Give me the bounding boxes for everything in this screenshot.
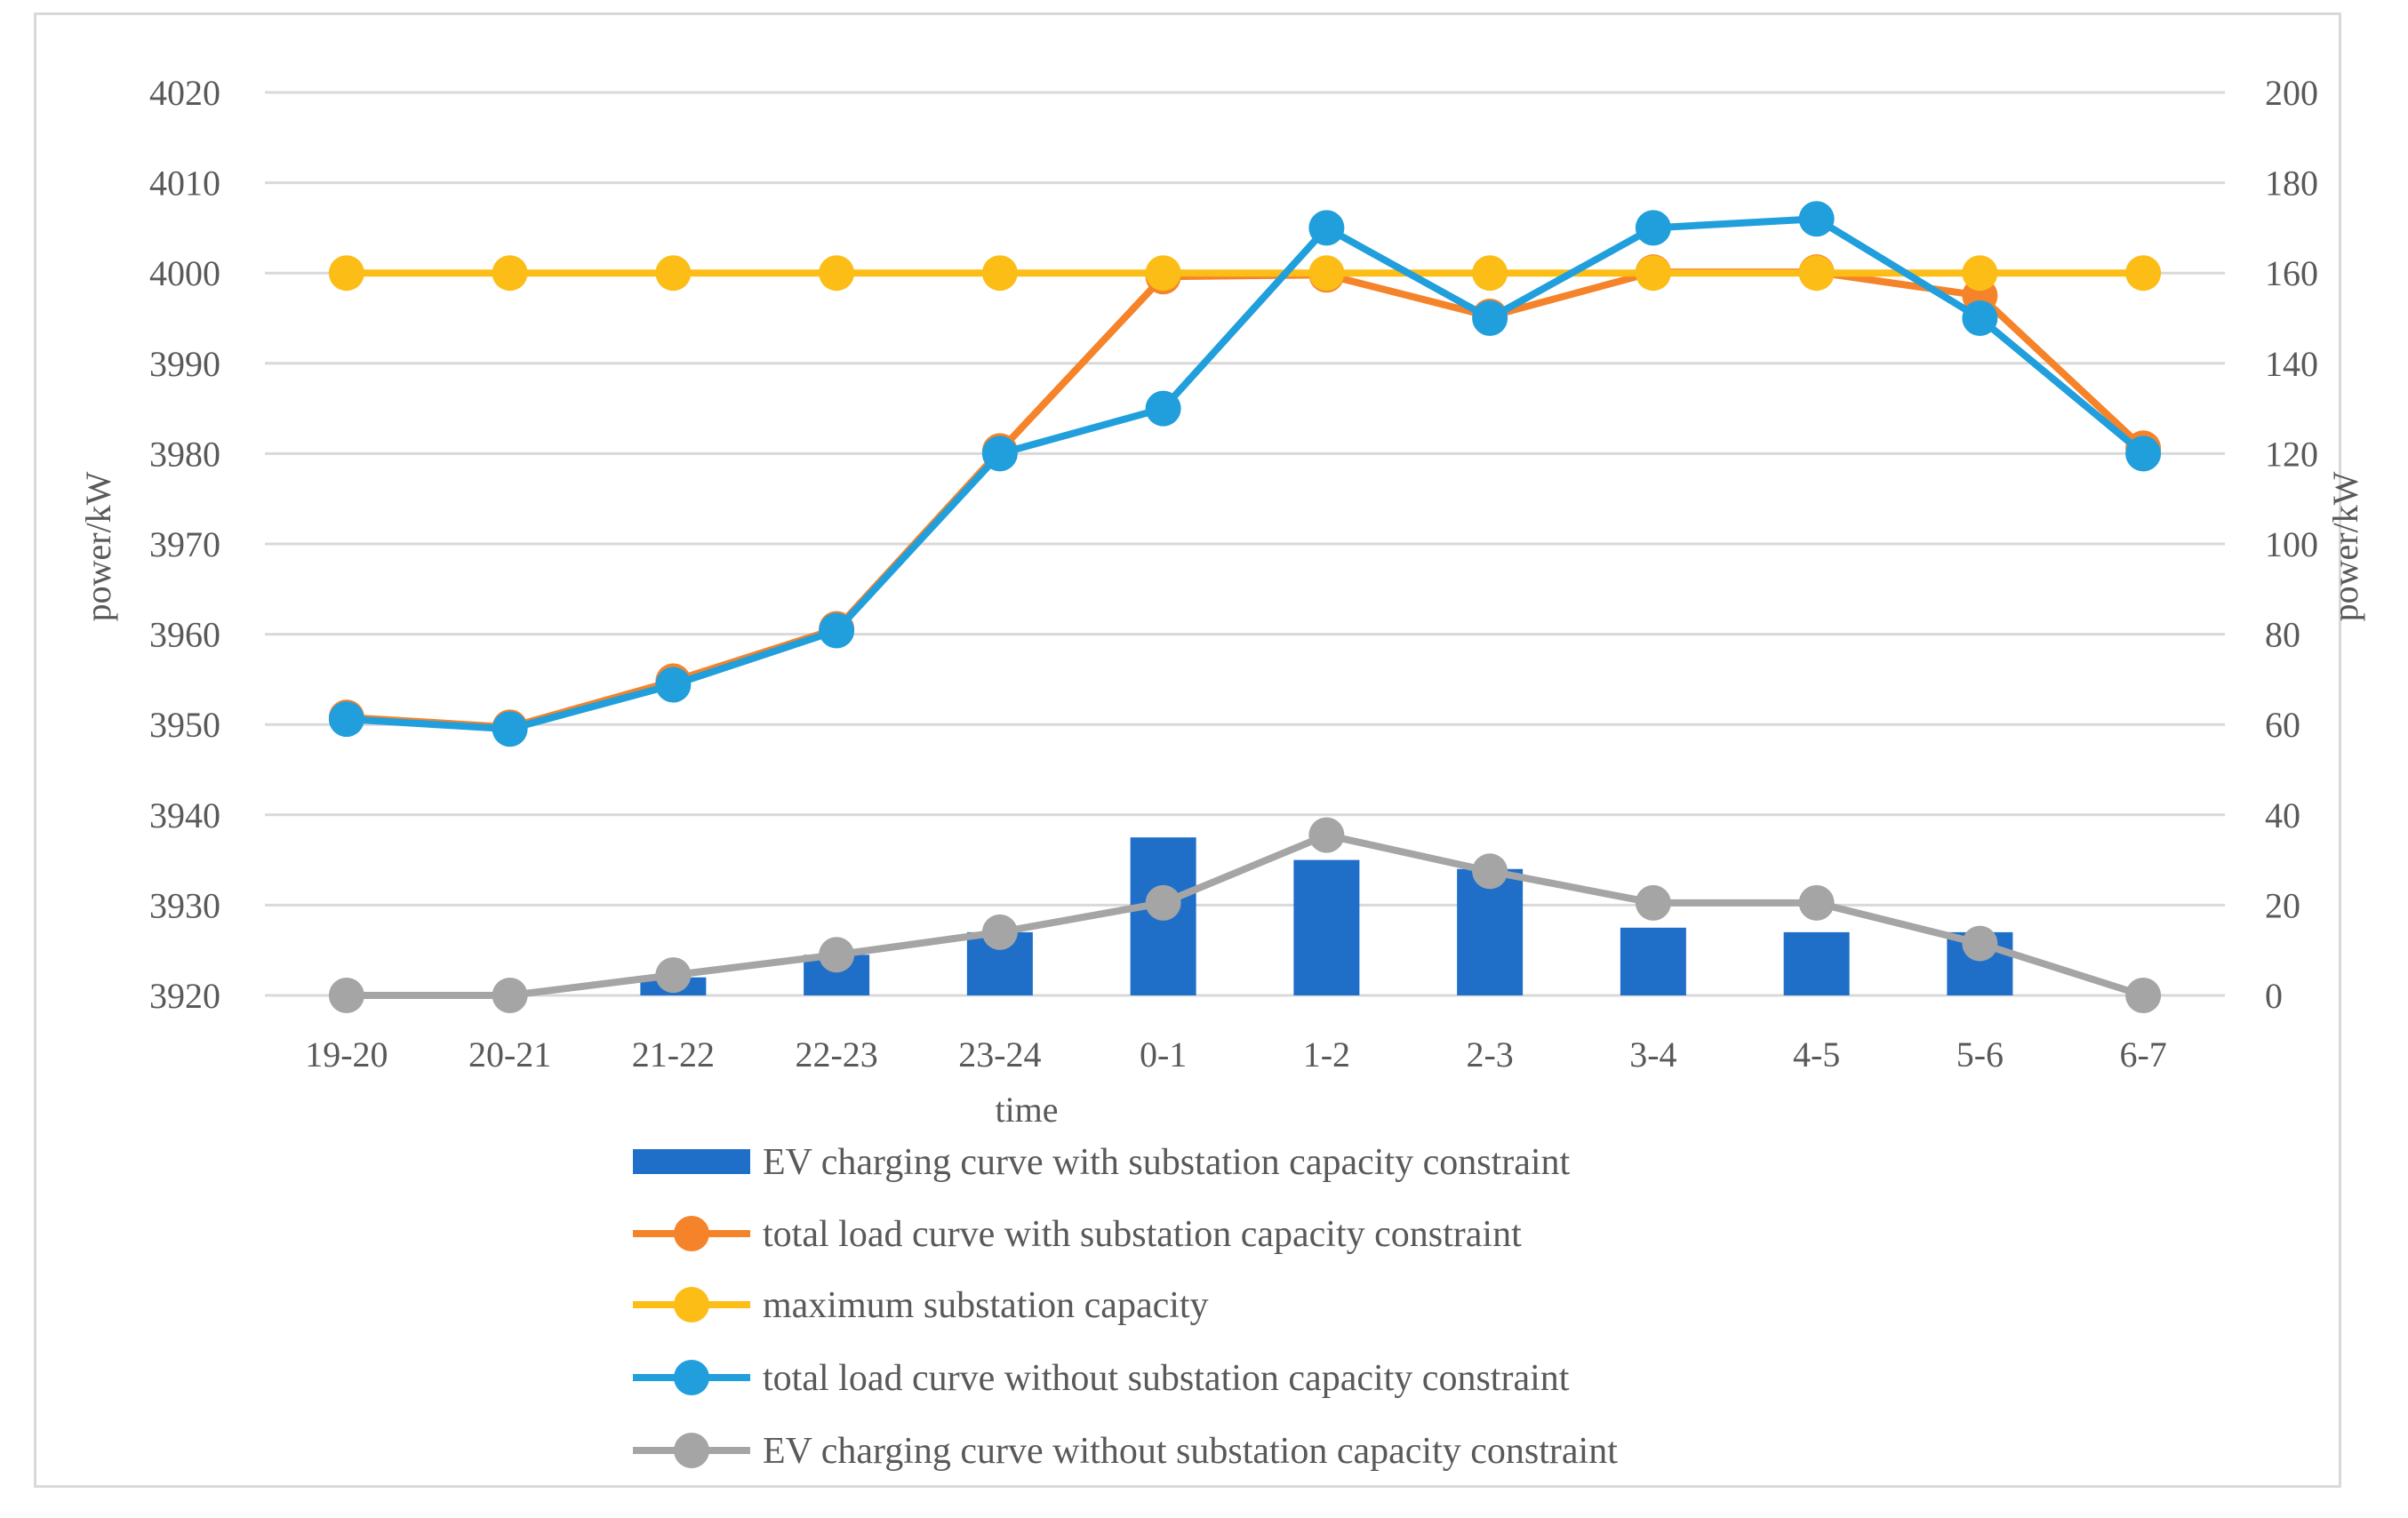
data-point <box>655 255 692 292</box>
y-axis-title-right: power/kW <box>2325 471 2365 621</box>
y-tick-label-left: 4000 <box>149 253 220 293</box>
data-point <box>2125 435 2162 472</box>
y-tick-label-right: 0 <box>2265 976 2283 1016</box>
legend-marker <box>674 1433 709 1468</box>
x-tick-label: 4-5 <box>1793 1035 1840 1075</box>
y-axis-title-left: power/kW <box>78 471 118 621</box>
series-line <box>346 831 2145 999</box>
y-tick-label-left: 4020 <box>149 73 220 113</box>
y-tick-label-right: 80 <box>2265 615 2300 655</box>
data-point <box>1145 884 1181 921</box>
data-point <box>1472 255 1508 292</box>
y-tick-label-right: 120 <box>2265 434 2318 474</box>
y-tick-label-left: 4010 <box>149 164 220 204</box>
x-tick-label: 1-2 <box>1303 1035 1350 1075</box>
y-tick-label-right: 180 <box>2265 164 2318 204</box>
legend-label: EV charging curve with substation capaci… <box>763 1142 1571 1183</box>
x-axis-ticks: 19-20 20-21 21-22 22-23 23-24 0-1 1-2 2-3 3-4 4-5… <box>305 1035 2167 1075</box>
legend-label: maximum substation capacity <box>763 1285 1209 1326</box>
x-tick-label: 19-20 <box>305 1035 388 1075</box>
data-point <box>655 957 692 994</box>
data-point <box>328 978 364 1013</box>
x-tick-label: 0-1 <box>1140 1035 1187 1075</box>
data-point <box>1962 300 1998 336</box>
data-point <box>1798 884 1835 921</box>
y-tick-label-left: 3980 <box>149 434 220 474</box>
legend-marker <box>674 1216 709 1251</box>
legend-marker <box>674 1287 709 1322</box>
data-point <box>981 255 1018 292</box>
bar <box>1620 927 1686 995</box>
y-tick-label-left: 3920 <box>149 976 220 1016</box>
data-point <box>2125 978 2162 1013</box>
data-point <box>328 701 364 738</box>
data-point <box>819 612 855 649</box>
series-lines <box>328 201 2162 1013</box>
x-tick-label: 6-7 <box>2119 1035 2166 1075</box>
data-point <box>981 435 1018 472</box>
data-point <box>1635 255 1671 292</box>
x-tick-label: 22-23 <box>795 1035 877 1075</box>
x-tick-label: 5-6 <box>1956 1035 2004 1075</box>
bar <box>1783 931 1850 995</box>
data-point <box>655 667 692 703</box>
y-tick-label-left: 3930 <box>149 885 220 925</box>
data-point <box>1798 255 1835 292</box>
gridlines <box>265 91 2225 997</box>
data-point <box>1145 390 1181 427</box>
data-point <box>981 914 1018 950</box>
y-tick-label-right: 140 <box>2265 344 2318 384</box>
data-point <box>1472 300 1508 336</box>
x-tick-label: 21-22 <box>632 1035 715 1075</box>
data-point <box>328 255 364 292</box>
data-point <box>1308 817 1345 853</box>
data-point <box>1145 255 1181 292</box>
data-point <box>819 937 855 973</box>
series-line <box>346 268 2146 731</box>
y-tick-label-right: 100 <box>2265 524 2318 564</box>
data-point <box>2125 255 2162 292</box>
legend-label: EV charging curve without substation cap… <box>763 1431 1618 1472</box>
chart-frame <box>34 12 2341 1488</box>
x-tick-label: 20-21 <box>468 1035 551 1075</box>
x-tick-label: 3-4 <box>1629 1035 1676 1075</box>
data-point <box>1472 853 1508 890</box>
legend-label: total load curve with substation capacit… <box>763 1214 1522 1255</box>
y-tick-label-right: 200 <box>2265 73 2318 113</box>
data-point <box>1635 210 1671 246</box>
legend-swatch <box>633 1149 750 1174</box>
y-tick-label-right: 40 <box>2265 795 2300 835</box>
x-axis-title: time <box>995 1090 1058 1130</box>
data-point <box>1798 201 1835 237</box>
y-tick-label-right: 20 <box>2265 885 2300 925</box>
data-point <box>819 255 855 292</box>
bar <box>1457 868 1524 995</box>
data-point <box>492 711 528 747</box>
data-point <box>1962 255 1998 292</box>
data-point <box>492 255 528 292</box>
data-point <box>1635 884 1671 921</box>
y-tick-label-left: 3990 <box>149 344 220 384</box>
y-tick-label-left: 3960 <box>149 615 220 655</box>
y-tick-label-left: 3970 <box>149 524 220 564</box>
bar <box>1293 859 1360 995</box>
y-tick-label-right: 160 <box>2265 253 2318 293</box>
data-point <box>1308 210 1345 246</box>
y-tick-label-left: 3950 <box>149 705 220 745</box>
legend-marker <box>674 1360 709 1395</box>
data-point <box>492 978 528 1013</box>
y-tick-label-right: 60 <box>2265 705 2300 745</box>
data-point <box>1308 255 1345 292</box>
x-tick-label: 23-24 <box>958 1035 1041 1075</box>
legend-label: total load curve without substation capa… <box>763 1358 1570 1399</box>
y-tick-label-left: 3940 <box>149 795 220 835</box>
legend: EV charging curve with substation capaci… <box>633 1142 1618 1472</box>
series-line <box>346 215 2146 733</box>
x-tick-label: 2-3 <box>1466 1035 1513 1075</box>
data-point <box>1962 925 1998 962</box>
left-axis-ticks: 4020 4010 4000 3990 3980 3970 3960 3950 3940 3930… <box>149 73 220 1016</box>
